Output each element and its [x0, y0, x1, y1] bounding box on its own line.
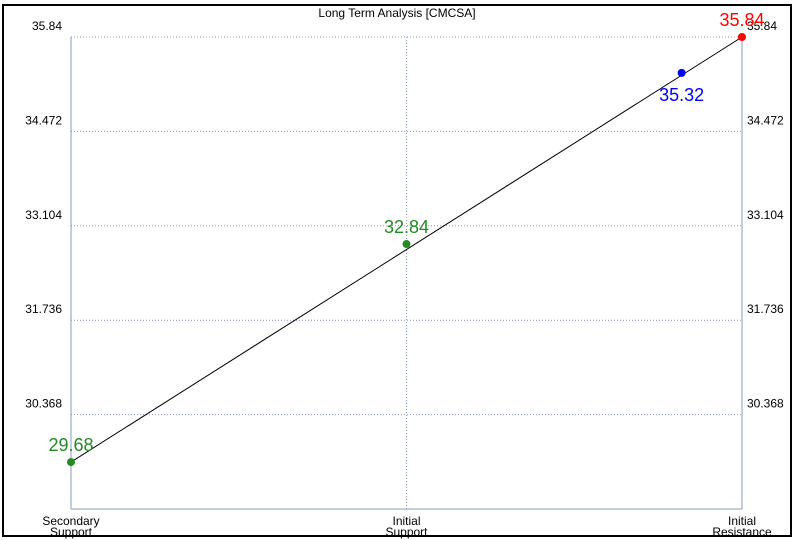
y-tick-label-right: 35.84: [747, 19, 777, 33]
data-point: [677, 68, 686, 77]
y-tick-label-right: 33.104: [747, 208, 784, 222]
y-tick-label-right: 34.472: [747, 113, 784, 127]
y-tick-label-right: 30.368: [747, 397, 784, 411]
chart-title: Long Term Analysis [CMCSA]: [318, 6, 475, 20]
trend-line: [70, 36, 743, 463]
y-tick-label-left: 31.736: [25, 302, 62, 316]
chart-frame: [2, 4, 792, 537]
y-tick-label-left: 34.472: [25, 113, 62, 127]
data-label: 32.84: [384, 217, 429, 237]
y-tick-label-right: 31.736: [747, 302, 784, 316]
data-label: 29.68: [48, 435, 93, 455]
data-point: [402, 240, 411, 249]
x-tick-label: Initial Support: [385, 514, 428, 539]
y-tick-label-left: 30.368: [25, 397, 62, 411]
x-tick-label: Secondary Support: [42, 514, 99, 539]
y-tick-label-left: 35.84: [32, 19, 62, 33]
data-label: 35.84: [719, 10, 764, 30]
data-point: [738, 33, 746, 41]
data-label: 35.32: [659, 85, 704, 105]
x-tick-label: Initial Resistance: [712, 514, 772, 539]
data-point: [67, 458, 75, 467]
y-tick-label-left: 33.104: [25, 208, 62, 222]
